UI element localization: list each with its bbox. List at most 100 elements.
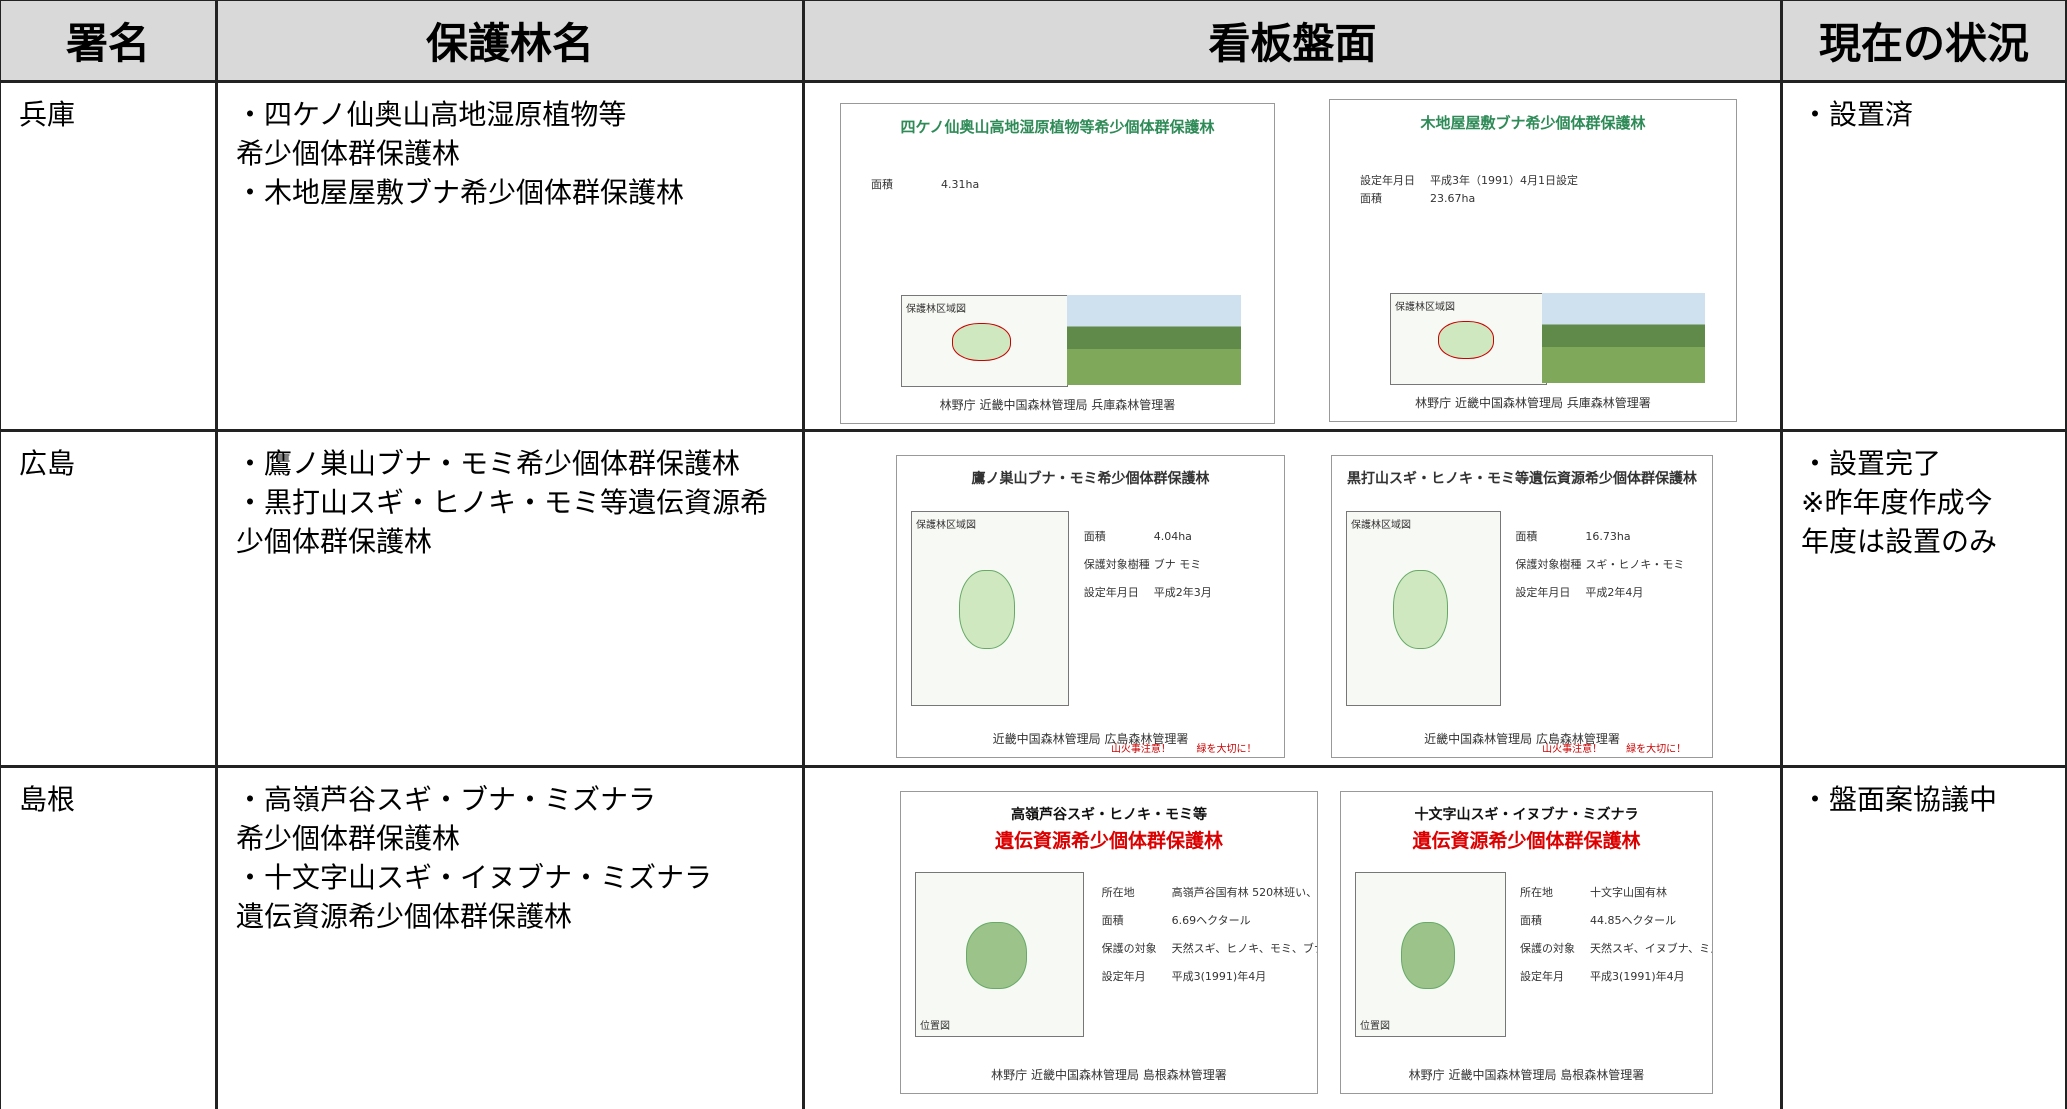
signboard: 黒打山スギ・ヒノキ・モミ等遺伝資源希少個体群保護林 面積 16.73ha 保護対象樹種… bbox=[1331, 455, 1713, 758]
board-footer: 林野庁 近畿中国森林管理局 島根森林管理署 bbox=[1408, 1068, 1645, 1082]
board-photo bbox=[1067, 295, 1242, 385]
map-label: 保護林区域図 bbox=[1351, 520, 1411, 531]
board-field: 保護の対象 天然スギ、ヒノキ、モミ、ブナ、クリ bbox=[1101, 940, 1317, 956]
board-field: 保護の対象 天然スギ、イヌブナ、ミズナラ bbox=[1520, 940, 1712, 956]
signboard: 十文字山スギ・イヌブナ・ミズナラ 遺伝資源希少個体群保護林 所在地 十文字山国有林 面積… bbox=[1340, 791, 1713, 1094]
forest-line: 希少個体群保護林 bbox=[236, 137, 461, 170]
field-label: 保護の対象 bbox=[1101, 942, 1157, 955]
field-label: 面積 bbox=[1360, 192, 1382, 205]
forest-cell: ・四ケノ仙奥山高地湿原植物等 希少個体群保護林 ・木地屋屋敷ブナ希少個体群保護林 bbox=[216, 81, 804, 431]
map-label: 位置図 bbox=[920, 1021, 950, 1032]
forest-line: 遺伝資源希少個体群保護林 bbox=[236, 900, 573, 933]
forest-cell: ・高嶺芦谷スギ・ブナ・ミズナラ 希少個体群保護林・十文字山スギ・イヌブナ・ミズナラ… bbox=[216, 766, 804, 1109]
field-value: 天然スギ、イヌブナ、ミズナラ bbox=[1590, 942, 1712, 955]
board-field: 保護対象樹種 スギ・ヒノキ・モミ bbox=[1515, 556, 1706, 572]
board-title: 鷹ノ巣山ブナ・モミ希少個体群保護林 bbox=[971, 471, 1210, 487]
forest-line: 少個体群保護林 bbox=[236, 525, 433, 558]
board-map: 位置図 bbox=[915, 872, 1085, 1037]
forest-line: ・高嶺芦谷スギ・ブナ・ミズナラ bbox=[236, 783, 657, 816]
office-name: 島根 bbox=[19, 783, 76, 816]
signboard: 鷹ノ巣山ブナ・モミ希少個体群保護林面積 4.04ha 保護対象樹種 ブナ モミ 設定年月… bbox=[896, 455, 1285, 758]
signboard: 木地屋屋敷ブナ希少個体群保護林設定年月日 平成3年（1991）4月1日設定面積 23… bbox=[1329, 99, 1737, 422]
office-name: 広島 bbox=[19, 447, 76, 480]
board-footer: 近畿中国森林管理局 広島森林管理署 bbox=[1424, 732, 1620, 746]
board-subtitle: 遺伝資源希少個体群保護林 bbox=[1412, 830, 1641, 852]
board-footer: 近畿中国森林管理局 広島森林管理署 bbox=[992, 732, 1189, 746]
field-label: 設定年月日 bbox=[1083, 586, 1139, 599]
status-line: ※昨年度作成今 bbox=[1801, 486, 1993, 519]
board-note: 緑を大切に！ bbox=[1196, 744, 1257, 755]
field-label: 設定年月 bbox=[1520, 970, 1565, 983]
field-label: 所在地 bbox=[1101, 886, 1135, 899]
board-field: 設定年月日 平成3年（1991）4月1日設定 bbox=[1360, 172, 1730, 188]
forest-cell: ・鷹ノ巣山ブナ・モミ希少個体群保護林 ・黒打山スギ・ヒノキ・モミ等遺伝資源希 少個体… bbox=[216, 430, 804, 767]
board-field: 保護対象樹種 ブナ モミ bbox=[1084, 556, 1278, 572]
signboard: 高嶺芦谷スギ・ヒノキ・モミ等遺伝資源希少個体群保護林所在地 高嶺芦谷国有林 520… bbox=[900, 791, 1318, 1094]
field-label: 設定年月日 bbox=[1360, 174, 1415, 187]
board-field: 所在地 高嶺芦谷国有林 520林班い、ぬ小班 bbox=[1101, 884, 1317, 900]
board-title: 高嶺芦谷スギ・ヒノキ・モミ等 bbox=[1011, 807, 1207, 823]
field-value: スギ・ヒノキ・モミ bbox=[1585, 558, 1685, 571]
board-title: 木地屋屋敷ブナ希少個体群保護林 bbox=[1420, 114, 1646, 132]
board-field: 面積 44.85ヘクタール bbox=[1520, 912, 1706, 928]
map-area bbox=[958, 569, 1016, 650]
map-area bbox=[951, 323, 1012, 361]
status-cell: ・盤面案協議中 bbox=[1781, 766, 2067, 1109]
board-field: 所在地 十文字山国有林 bbox=[1520, 884, 1706, 900]
board-field: 面積 16.73ha bbox=[1515, 528, 1706, 544]
map-area bbox=[1437, 321, 1494, 359]
board-field: 面積 23.67ha bbox=[1360, 190, 1730, 206]
field-label: 面積 bbox=[1520, 914, 1543, 927]
signboard: 四ケノ仙奥山高地湿原植物等希少個体群保護林 面積 4.31ha 保護林区域図 林野庁 近… bbox=[840, 103, 1275, 424]
field-value: 23.67ha bbox=[1430, 192, 1476, 205]
map-label: 保護林区域図 bbox=[916, 520, 976, 531]
forest-line: ・鷹ノ巣山ブナ・モミ希少個体群保護林 bbox=[236, 447, 741, 480]
board-fields: 面積 4.31ha bbox=[871, 174, 1268, 194]
field-value: 平成3年（1991）4月1日設定 bbox=[1430, 174, 1578, 187]
board-footer: 林野庁 近畿中国森林管理局 兵庫森林管理署 bbox=[939, 398, 1176, 412]
header-cell: 保護林名 bbox=[216, 0, 804, 82]
board-subtitle: 遺伝資源希少個体群保護林 bbox=[994, 830, 1223, 852]
field-label: 面積 bbox=[871, 178, 893, 191]
status-line: ・設置完了 bbox=[1801, 447, 1942, 480]
board-photo bbox=[1542, 293, 1706, 383]
field-value: 平成3(1991)年4月 bbox=[1171, 970, 1267, 983]
board-field: 設定年月日 平成2年3月 bbox=[1084, 584, 1278, 600]
board-map: 保護林区域図 bbox=[901, 295, 1069, 387]
field-label: 面積 bbox=[1083, 530, 1106, 543]
board-field: 面積 4.31ha bbox=[871, 176, 1268, 192]
field-label: 保護の対象 bbox=[1520, 942, 1576, 955]
board-note: 山火事注意！ bbox=[1542, 744, 1603, 755]
board-map: 位置図 bbox=[1355, 872, 1507, 1037]
status-line: 年度は設置のみ bbox=[1801, 525, 1998, 558]
board-map: 保護林区域図 bbox=[1346, 511, 1501, 706]
board-field: 設定年月 平成3(1991)年4月 bbox=[1102, 968, 1311, 984]
board-footer: 林野庁 近畿中国森林管理局 兵庫森林管理署 bbox=[1415, 396, 1651, 410]
board-footer: 林野庁 近畿中国森林管理局 島根森林管理署 bbox=[991, 1068, 1227, 1082]
field-value: 平成2年4月 bbox=[1585, 586, 1644, 599]
board-fields: 設定年月日 平成3年（1991）4月1日設定面積 23.67ha bbox=[1360, 170, 1730, 208]
field-label: 設定年月 bbox=[1101, 970, 1146, 983]
board-fields: 面積 4.04ha 保護対象樹種 ブナ モミ 設定年月日 平成2年3月 bbox=[1084, 516, 1278, 612]
field-label: 所在地 bbox=[1520, 886, 1554, 899]
status-cell: ・設置完了 ※昨年度作成今 年度は設置のみ bbox=[1781, 430, 2067, 767]
map-area bbox=[966, 921, 1027, 990]
field-value: 4.04ha bbox=[1153, 530, 1192, 543]
field-value: 天然スギ、ヒノキ、モミ、ブナ、クリ bbox=[1171, 942, 1317, 955]
forest-line: 希少個体群保護林 bbox=[236, 822, 461, 855]
field-value: 16.73ha bbox=[1585, 530, 1631, 543]
field-value: 平成3(1991)年4月 bbox=[1590, 970, 1685, 983]
map-label: 保護林区域図 bbox=[1395, 302, 1455, 313]
board-field: 設定年月日 平成2年4月 bbox=[1515, 584, 1706, 600]
board-field: 設定年月 平成3(1991)年4月 bbox=[1520, 968, 1706, 984]
forest-line: ・十文字山スギ・イヌブナ・ミズナラ bbox=[236, 861, 713, 894]
field-label: 設定年月日 bbox=[1515, 586, 1571, 599]
office-cell: 広島 bbox=[0, 430, 217, 767]
status-cell: ・設置済 bbox=[1781, 81, 2067, 431]
field-label: 面積 bbox=[1515, 530, 1538, 543]
field-value: 平成2年3月 bbox=[1153, 586, 1212, 599]
board-field: 面積 6.69ヘクタール bbox=[1102, 912, 1311, 928]
